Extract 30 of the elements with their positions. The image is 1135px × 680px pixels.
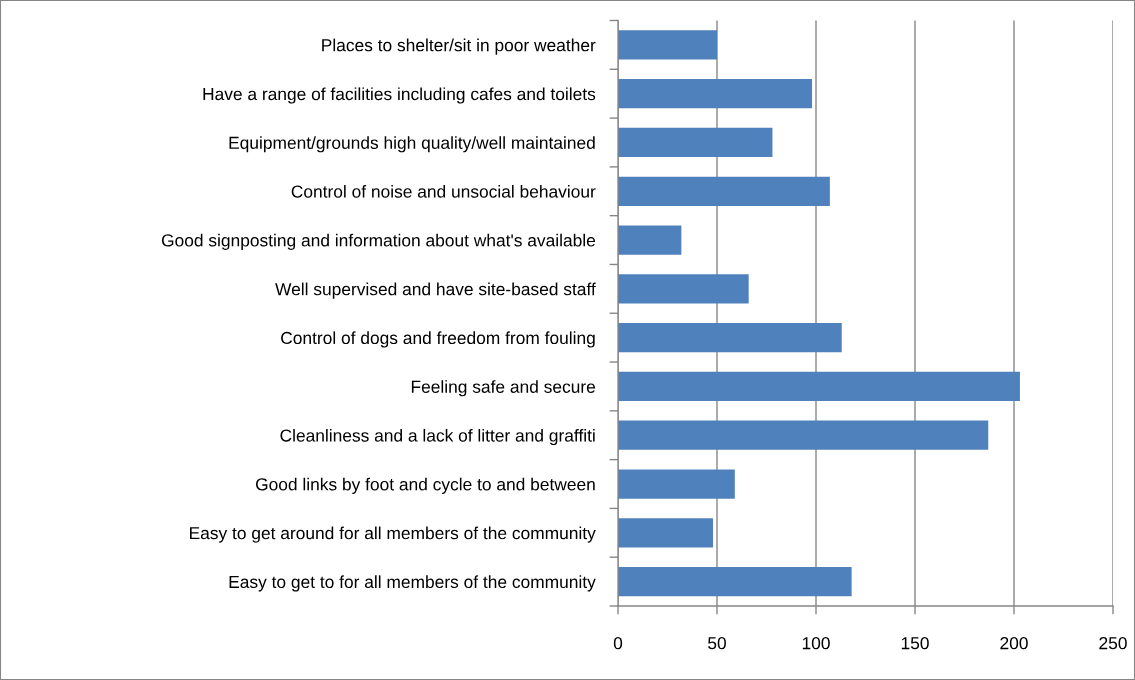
x-tick-label: 250 (1099, 637, 1127, 650)
y-tick-label: Have a range of facilities including cafes and toilets (203, 87, 596, 104)
bar (618, 30, 717, 60)
bar (618, 566, 852, 597)
bar (618, 79, 813, 109)
y-tick-label: Easy to get around for all members of the community (190, 526, 596, 543)
y-tick-label: Places to shelter/sit in poor weather (322, 38, 596, 55)
x-tick-label: 150 (901, 637, 929, 650)
y-tick-label: Control of dogs and freedom from fouling (281, 331, 595, 348)
y-tick-label: Control of noise and unsocial behaviour (291, 184, 596, 198)
x-tick-label: 100 (802, 637, 830, 650)
x-tick-label: 0 (613, 637, 623, 650)
y-tick-label: Easy to get to for all members of the community (229, 575, 596, 592)
x-tick-label: 50 (708, 637, 726, 650)
y-tick-label: Feeling safe and secure (411, 380, 596, 397)
bar (618, 518, 714, 548)
y-tick-label: Good links by foot and cycle to and between (255, 477, 595, 494)
y-tick-label: Cleanliness and a lack of litter and graffiti (280, 428, 595, 446)
bar (618, 274, 749, 304)
y-tick-label: Good signposting and information about what's available (161, 233, 596, 250)
bar (618, 371, 1020, 402)
bar (618, 323, 842, 353)
x-tick-label: 200 (1000, 637, 1028, 650)
bar (618, 469, 735, 499)
y-tick-label: Equipment/grounds high quality/well maintained (229, 136, 595, 153)
bar (618, 176, 830, 206)
y-tick-label: Well supervised and have site-based staff (275, 282, 596, 299)
bar (618, 127, 773, 158)
bar (618, 420, 989, 450)
bar (618, 225, 682, 255)
